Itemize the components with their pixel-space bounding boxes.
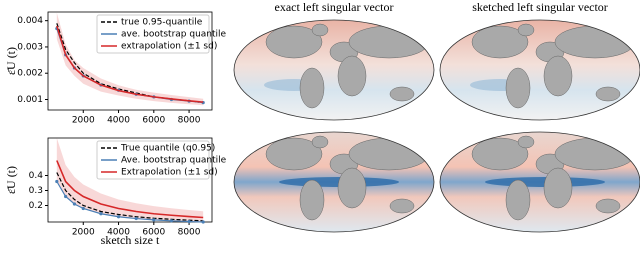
y-tick-label: 0.2 — [29, 201, 43, 211]
legend-label: Ave. bootstrap quantile — [121, 156, 227, 166]
legend-label: extrapolation (±1 sd) — [121, 42, 217, 52]
y-tick-label: 0.001 — [17, 95, 43, 105]
land — [505, 179, 531, 221]
land — [471, 137, 529, 171]
y-tick-label: 0.003 — [17, 42, 43, 52]
y-tick-label: 0.4 — [29, 171, 44, 181]
land — [543, 167, 573, 209]
series-line — [56, 160, 204, 219]
map-title: sketched left singular vector — [472, 0, 608, 14]
marker — [187, 219, 191, 224]
map-outline — [233, 131, 435, 233]
land — [337, 167, 367, 209]
land — [265, 25, 323, 59]
marker — [81, 206, 85, 211]
marker — [169, 219, 174, 223]
land — [595, 198, 621, 214]
x-tick-label: 8000 — [178, 228, 201, 238]
marker — [201, 220, 205, 224]
land — [299, 67, 325, 109]
marker — [64, 194, 68, 199]
land — [471, 25, 529, 59]
marker — [134, 216, 138, 221]
land — [265, 137, 323, 171]
legend-label: Extrapolation (±1 sd) — [121, 168, 218, 178]
legend-box — [96, 140, 210, 180]
x-tick-label: 6000 — [142, 116, 165, 126]
map-outline — [439, 19, 640, 121]
x-tick-label: 2000 — [72, 228, 95, 238]
land — [505, 67, 531, 109]
land — [543, 55, 573, 97]
y-tick-label: 0.3 — [29, 186, 43, 196]
map-outline — [233, 19, 435, 121]
x-tick-label: 6000 — [142, 228, 165, 238]
series-line — [56, 172, 204, 222]
land — [299, 179, 325, 221]
y-axis-label: ε̄U (t) — [4, 166, 18, 194]
x-tick-label: 4000 — [107, 228, 130, 238]
error-band — [56, 12, 204, 106]
marker — [152, 218, 156, 222]
y-axis-label: ε̄U (t) — [4, 47, 18, 75]
map — [234, 20, 434, 120]
legend-label: true 0.95-quantile — [121, 18, 203, 28]
land — [311, 23, 329, 37]
legend-box — [96, 14, 210, 54]
land — [389, 86, 415, 102]
land — [311, 135, 329, 149]
map-outline — [439, 131, 640, 233]
map — [440, 132, 640, 232]
land — [389, 198, 415, 214]
y-tick-label: 0.004 — [17, 16, 43, 26]
plot-frame — [47, 137, 213, 223]
marker — [99, 212, 103, 216]
land — [517, 23, 535, 37]
land — [595, 86, 621, 102]
marker — [55, 179, 59, 184]
series-line — [56, 25, 204, 103]
marker — [116, 215, 121, 219]
plot-frame — [47, 11, 213, 111]
land — [337, 55, 367, 97]
land — [517, 135, 535, 149]
x-axis-label: sketch size t — [101, 233, 160, 247]
map-title: exact left singular vector — [275, 0, 394, 14]
legend-label: ave. bootstrap quantile — [121, 30, 227, 40]
x-tick-label: 8000 — [178, 116, 201, 126]
x-tick-label: 4000 — [107, 116, 130, 126]
map — [440, 20, 640, 120]
y-tick-label: 0.002 — [17, 69, 43, 79]
marker — [72, 202, 77, 206]
legend-label: True quantile (q0.95) — [120, 144, 215, 154]
x-tick-label: 2000 — [72, 116, 95, 126]
map — [234, 132, 434, 232]
